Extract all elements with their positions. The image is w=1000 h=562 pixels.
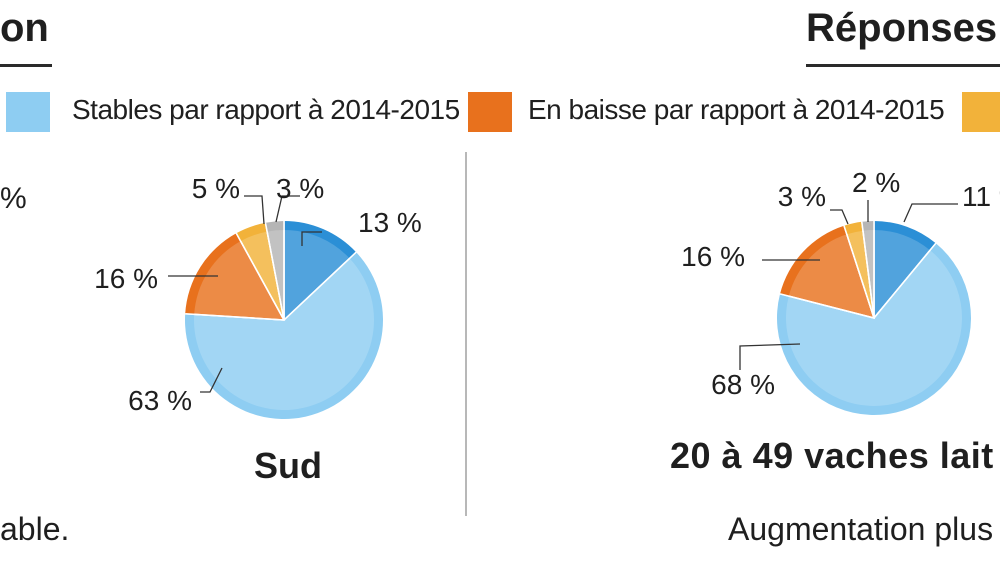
pie-data-label-2-4: 3 % — [778, 181, 826, 212]
pie-data-label-2-5: 2 % — [852, 167, 900, 198]
legend-swatch-stable — [6, 92, 50, 132]
pie-separator — [235, 232, 285, 321]
pie-data-label-1-4: 5 % — [192, 173, 240, 204]
pie-data-label-2-3: 16 % — [681, 241, 745, 272]
pie-separator — [873, 242, 937, 319]
pie-leader-line-1-2 — [200, 367, 223, 393]
pie-separator — [843, 225, 875, 319]
footer-text-right: Augmentation plus — [728, 511, 994, 547]
pie-slice-rim-2-4 — [844, 221, 863, 235]
pie-separator — [779, 293, 875, 319]
pie-caption-vaches: 20 à 49 vaches lait — [670, 435, 994, 476]
pie-chart-2: 11 % 68 % 16 % 3 % 2 % — [681, 167, 1000, 416]
pie-data-label-2-2: 68 % — [711, 369, 775, 400]
column-divider — [465, 152, 467, 516]
legend-label-stable: Stables par rapport à 2014-2015 — [72, 94, 460, 125]
pie-leader-line-1-1 — [301, 231, 322, 246]
pie-separator — [264, 222, 285, 321]
pie-slice-rim-1-5 — [265, 221, 284, 232]
footer-text-left: able. — [0, 511, 70, 547]
pie-leader-line-2-1 — [903, 203, 958, 223]
pie-slice-rim-2-3 — [780, 225, 847, 297]
section-title-left: on — [0, 6, 49, 50]
pie-leader-line-2-2 — [739, 343, 801, 370]
pie-caption-sud: Sud — [254, 445, 322, 486]
pie-slice-rim-2-1 — [874, 221, 936, 251]
pie-slice-rim-2-5 — [861, 221, 874, 231]
pie-leader-line-2-4 — [830, 209, 849, 225]
section-title-right: Réponses — [806, 6, 998, 50]
pie-slice-rim-1-1 — [284, 221, 357, 259]
legend-swatch-increase — [962, 92, 1000, 132]
pie-data-label-1-5: 3 % — [276, 173, 324, 204]
pie-data-label-2-1: 11 % — [962, 181, 1000, 212]
legend-label-decline: En baisse par rapport à 2014-2015 — [528, 94, 945, 125]
title-left-underline — [0, 64, 52, 67]
pie-separator — [861, 221, 875, 319]
pie-data-label-1-1: 13 % — [358, 207, 422, 238]
title-right-underline — [806, 64, 1000, 67]
pie-data-label-1-3: 16 % — [94, 263, 158, 294]
pie-leader-line-1-4 — [244, 195, 265, 225]
pie-leader-line-1-5 — [275, 195, 300, 223]
left-percent-fragment: % — [0, 182, 27, 215]
pie-separator — [283, 251, 357, 321]
pie-slice-rim-1-3 — [185, 233, 241, 315]
pie-separator — [185, 313, 285, 321]
pie-chart-1: 13 % 63 % 16 % 5 % 3 % — [94, 173, 422, 420]
pie-slice-rim-1-4 — [236, 222, 268, 242]
pie-slice-rim-2-2 — [777, 243, 972, 415]
pie-slice-rim-1-2 — [185, 252, 383, 420]
legend-swatch-decline — [468, 92, 512, 132]
pie-data-label-1-2: 63 % — [128, 385, 192, 416]
